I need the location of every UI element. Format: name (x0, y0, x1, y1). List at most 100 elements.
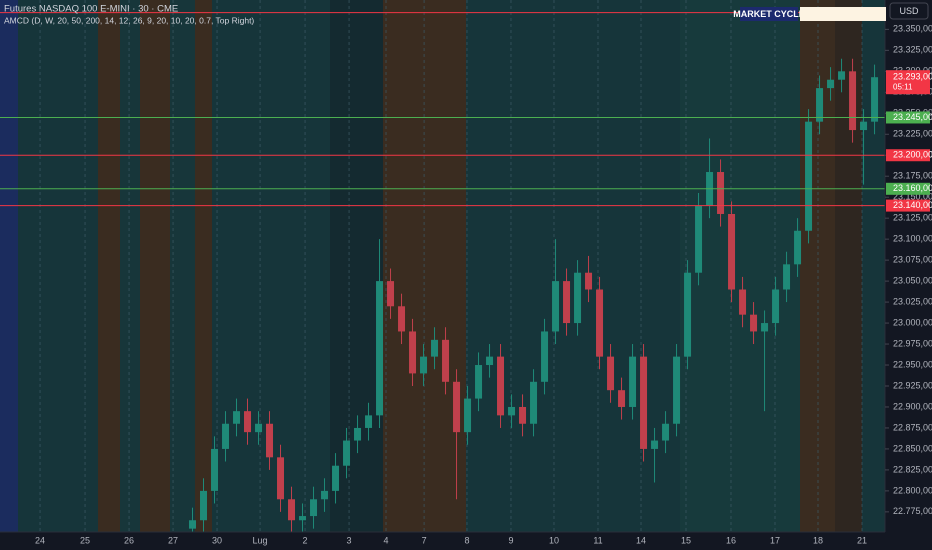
currency-button[interactable] (889, 2, 929, 20)
candle-body (266, 423, 274, 458)
y-tick-label: 22.925,00 (893, 380, 932, 390)
candle-body (563, 281, 571, 324)
x-tick-label: 15 (681, 535, 691, 545)
cycle-band (835, 0, 862, 532)
x-tick-label: 30 (212, 535, 222, 545)
x-tick-label: 17 (770, 535, 780, 545)
candle-body (585, 272, 593, 290)
candle-body (849, 71, 857, 131)
level-label: 23.160,00 (893, 183, 932, 193)
candle-body (453, 381, 461, 433)
cycle-band (195, 0, 212, 532)
candle-body (618, 390, 626, 407)
candle-body (343, 440, 351, 466)
candle-body (299, 516, 307, 521)
candle-body (244, 411, 252, 433)
last-price-tag (886, 70, 930, 95)
y-tick-label: 23.325,00 (893, 45, 932, 55)
cycle-band (120, 0, 140, 532)
cycle-band (466, 0, 680, 532)
y-tick-label: 23.150,00 (893, 192, 932, 202)
candle-body (772, 289, 780, 324)
y-tick-label: 22.775,00 (893, 506, 932, 516)
countdown: 05:11 (893, 82, 913, 91)
x-tick-label: 9 (508, 535, 513, 545)
candle-body (827, 79, 835, 89)
y-tick-label: 23.350,00 (893, 24, 932, 34)
level-tag (886, 111, 930, 124)
currency[interactable]: USD (899, 6, 919, 16)
candle-body (233, 411, 241, 424)
y-tick-label: 23.100,00 (893, 234, 932, 244)
level-label: 23.140,00 (893, 200, 932, 210)
candle-body (695, 205, 703, 273)
y-tick-label: 23.025,00 (893, 296, 932, 306)
candle-body (541, 331, 549, 382)
candle-body (376, 281, 384, 416)
x-tick-label: 4 (384, 535, 389, 545)
x-tick-label: 26 (124, 535, 134, 545)
cycle-band (383, 0, 466, 532)
y-tick-label: 22.800,00 (893, 485, 932, 495)
x-tick-label: 14 (636, 535, 646, 545)
level-tag (886, 182, 930, 195)
candle-body (409, 331, 417, 374)
candle-body (519, 406, 527, 424)
candle-body (255, 423, 263, 433)
candle-body (211, 448, 219, 491)
candle-body (607, 356, 615, 391)
x-tick-label: 25 (80, 535, 90, 545)
y-tick-label: 23.225,00 (893, 129, 932, 139)
y-tick-label: 23.000,00 (893, 317, 932, 327)
y-tick-label: 23.175,00 (893, 171, 932, 181)
cycle-band (98, 0, 120, 532)
candle-body (365, 415, 373, 428)
x-tick-label: 18 (813, 535, 823, 545)
indicator-label: AMCD (D, W, 20, 50, 200, 14, 12, 26, 9, … (4, 15, 254, 25)
candle-body (684, 272, 692, 357)
cycle-band (170, 0, 195, 532)
time-axis (0, 532, 885, 550)
candle-body (442, 339, 450, 382)
candle-body (860, 121, 868, 131)
last-price-label: 23.293,00 (893, 72, 932, 82)
cycle-bands (0, 0, 885, 532)
y-tick-label: 22.950,00 (893, 359, 932, 369)
x-tick-label: 11 (593, 535, 602, 545)
level-tag (886, 199, 930, 212)
candle-body (673, 356, 681, 424)
candle-body (420, 356, 428, 374)
candle-body (728, 213, 736, 290)
candle-body (596, 289, 604, 357)
candle-body (189, 520, 197, 529)
candle-body (277, 457, 285, 500)
candle-body (574, 272, 582, 324)
candle-body (640, 356, 648, 449)
cycle-band (18, 0, 98, 532)
cycle-band (140, 0, 170, 532)
candle-body (838, 71, 846, 80)
cycle-band (330, 0, 383, 532)
x-tick-label: 21 (857, 535, 867, 545)
level-tag (886, 149, 930, 162)
x-tick-label: 16 (726, 535, 736, 545)
level-label: 23.245,00 (893, 112, 932, 122)
candle-body (794, 230, 802, 265)
x-tick-label: 8 (464, 535, 469, 545)
candle-body (651, 440, 659, 449)
y-tick-label: 22.850,00 (893, 443, 932, 453)
candle-body (552, 281, 560, 332)
y-tick-label: 22.875,00 (893, 422, 932, 432)
candle-body (288, 499, 296, 521)
candle-body (398, 306, 406, 332)
y-tick-label: 22.975,00 (893, 338, 932, 348)
candle-body (321, 490, 329, 500)
x-tick-label: 7 (422, 535, 427, 545)
candle-body (332, 465, 340, 491)
candle-body (464, 398, 472, 433)
candle-body (871, 77, 879, 122)
candle-body (497, 356, 505, 416)
x-tick-label: 24 (35, 535, 45, 545)
axes: 24 25 26 27 30 Lug 2 3 4 7 8 9 10 11 14 15 16 17 18 21 22.77… (35, 24, 932, 546)
